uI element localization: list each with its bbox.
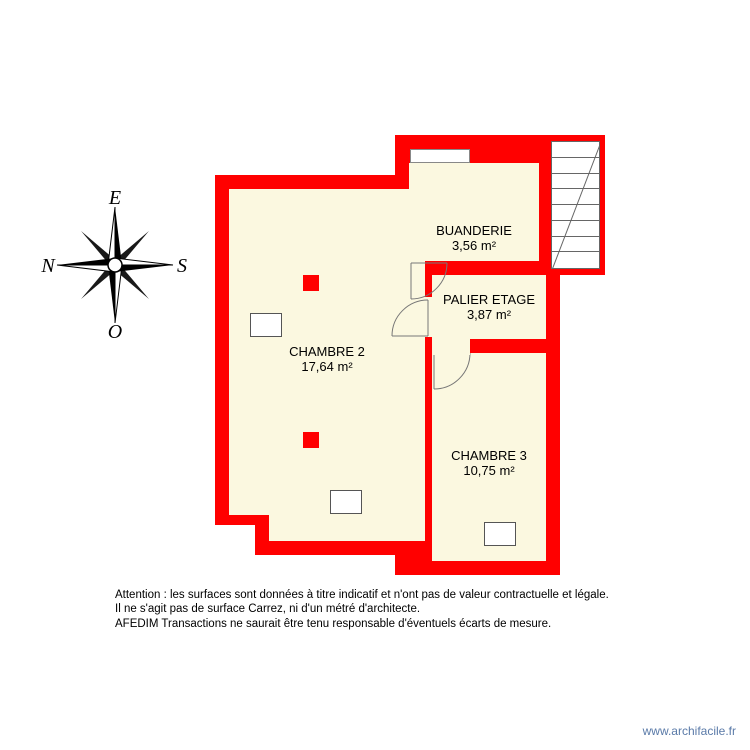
door-arc-buanderie [409, 261, 449, 301]
stairs [551, 141, 600, 269]
compass-e: E [108, 190, 121, 209]
palier-chambre3-opening [432, 337, 470, 355]
room-buanderie: BUANDERIE 3,56 m² [409, 163, 539, 261]
chambre3-area: 10,75 m² [432, 463, 546, 478]
compass-s: S [177, 255, 187, 277]
buanderie-label: BUANDERIE [436, 223, 512, 238]
marker-white-1 [250, 313, 282, 337]
chambre3-label: CHAMBRE 3 [432, 448, 546, 463]
room-chambre2: CHAMBRE 2 17,64 m² [229, 189, 425, 515]
disclaimer-text: Attention : les surfaces sont données à … [115, 588, 675, 631]
compass-rose: E O N S [40, 190, 190, 340]
door-arc-chambre3 [432, 349, 474, 391]
disclaimer-line1: Attention : les surfaces sont données à … [115, 588, 675, 602]
buanderie-window [410, 149, 470, 163]
palier-area: 3,87 m² [467, 307, 511, 322]
marker-white-2 [330, 490, 362, 514]
disclaimer-line3: AFEDIM Transactions ne saurait être tenu… [115, 617, 675, 631]
compass-n: N [40, 255, 56, 277]
door-arc-chambre2 [388, 296, 432, 340]
credit-link[interactable]: www.archifacile.fr [643, 724, 736, 738]
room-palier: PALIER ETAGE 3,87 m² [432, 275, 546, 339]
stair-direction-icon [552, 142, 599, 268]
marker-white-3 [484, 522, 516, 546]
chambre2-area: 17,64 m² [229, 359, 425, 374]
palier-label: PALIER ETAGE [443, 292, 535, 307]
compass-w: O [108, 321, 122, 340]
marker-red-1 [303, 275, 319, 291]
marker-red-2 [303, 432, 319, 448]
chambre2-label: CHAMBRE 2 [229, 344, 425, 359]
disclaimer-line2: Il ne s'agit pas de surface Carrez, ni d… [115, 602, 675, 616]
buanderie-area: 3,56 m² [452, 238, 496, 253]
